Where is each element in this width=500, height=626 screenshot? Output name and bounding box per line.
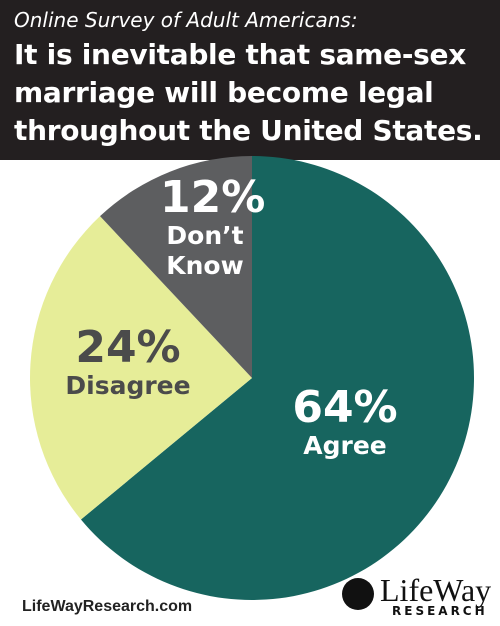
header: Online Survey of Adult Americans: It is … [0, 0, 500, 160]
brand-sub: RESEARCH [392, 604, 488, 618]
category-label: Agree [303, 431, 387, 460]
title: It is inevitable that same-sex marriage … [14, 38, 483, 147]
value-label: 12% [160, 172, 266, 223]
slice-label: 24% Disagree [63, 325, 193, 401]
logo-mark [342, 578, 374, 610]
category-label: Disagree [65, 371, 191, 400]
brand: LifeWay [380, 572, 492, 608]
category-label: Don’t Know [166, 221, 244, 280]
pie-slice [80, 156, 475, 601]
source: LifeWayResearch.com [22, 598, 193, 615]
pie-slice [30, 216, 253, 520]
slice-label: 12% Don’t Know [160, 172, 266, 281]
subtitle: Online Survey of Adult Americans: [14, 8, 358, 32]
value-label: 64% [292, 382, 398, 433]
value-label: 24% [75, 322, 181, 373]
pie-slice [100, 156, 252, 378]
slice-label: 64% Agree [280, 385, 410, 461]
